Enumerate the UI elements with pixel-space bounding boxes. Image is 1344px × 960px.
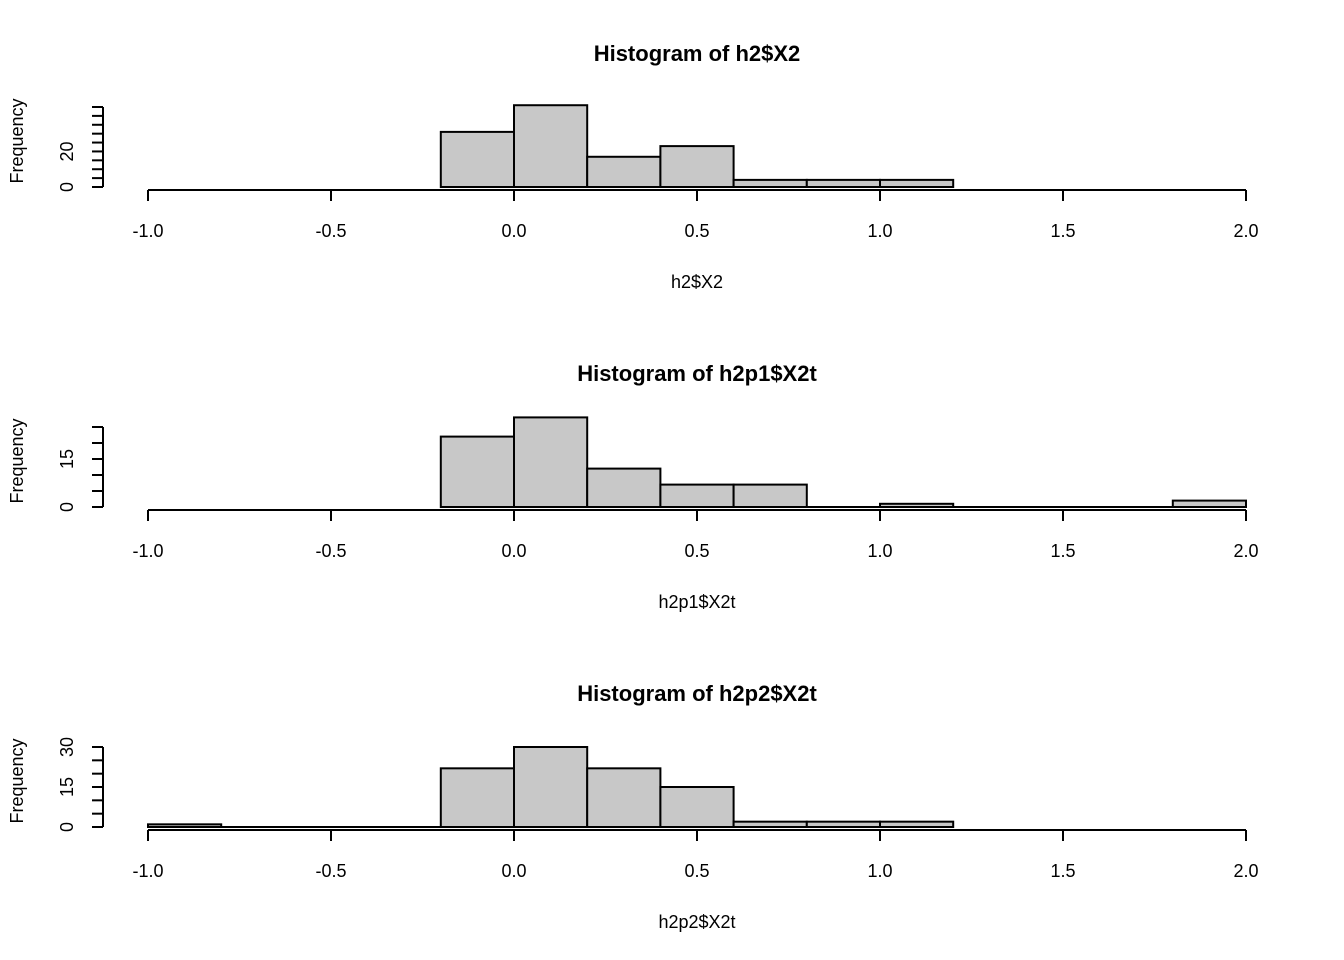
x-tick-label: 0.0 [501,541,526,561]
y-tick-label: 0 [57,502,77,512]
histogram-bar [732,483,808,509]
x-tick-label: 1.0 [867,541,892,561]
histogram-panel-3: Histogram of h2p2$X2t -1.0 -0.5 0.0 0.5 1.0 1.… [7,681,1259,932]
histogram-bar [659,483,735,509]
x-tick-label: -1.0 [132,861,163,881]
y-axis-label: Frequency [7,98,27,183]
x-tick-label: 0.0 [501,221,526,241]
x-tick-label: 1.0 [867,861,892,881]
y-axis-label: Frequency [7,738,27,823]
x-tick-label: -1.0 [132,541,163,561]
histogram-bar [586,155,662,188]
x-tick-label: -0.5 [315,541,346,561]
x-tick-label: -0.5 [315,861,346,881]
histogram-bar [732,178,808,188]
histogram-bar [513,416,589,508]
histogram-bar [439,435,515,509]
x-tick-label: -0.5 [315,221,346,241]
histogram-bar [513,746,589,828]
histogram-bar [1171,499,1248,509]
x-axis-label: h2$X2 [671,272,723,292]
histogram-bar [147,823,223,828]
y-axis-label: Frequency [7,418,27,503]
x-tick-label: -1.0 [132,221,163,241]
histogram-panel-2: Histogram of h2p1$X2t -1.0 -0.5 0.0 0.5 1.0 1.… [7,361,1259,612]
y-tick-label: 15 [57,449,77,469]
histogram-bar [879,820,955,829]
histogram-bar [659,786,735,828]
histogram-bar [439,767,515,828]
x-tick-label: 2.0 [1233,221,1258,241]
y-tick-label: 20 [57,141,77,161]
y-tick-label: 0 [57,822,77,832]
x-tick-label: 1.5 [1050,221,1075,241]
histogram-bar [513,104,589,188]
histogram-bar [879,502,955,508]
histogram-bar [586,767,662,828]
y-tick-label: 0 [57,182,77,192]
y-tick-label: 30 [57,737,77,757]
histogram-bar [659,145,735,189]
histogram-bar [805,820,881,829]
x-axis-label: h2p1$X2t [658,592,735,612]
y-tick-label: 15 [57,777,77,797]
histogram-bar [586,467,662,509]
histogram-bar [439,130,515,188]
histogram-bar [805,178,881,188]
x-tick-label: 0.5 [684,221,709,241]
chart-title: Histogram of h2$X2 [594,41,801,66]
x-tick-label: 2.0 [1233,541,1258,561]
x-tick-label: 1.0 [867,221,892,241]
histogram-panel-1: Histogram of h2$X2 -1.0 -0.5 0.0 0.5 1.0 1.5 2.… [7,41,1259,292]
histogram-bar [732,820,808,829]
x-tick-label: 0.5 [684,541,709,561]
x-tick-label: 2.0 [1233,861,1258,881]
x-tick-label: 1.5 [1050,541,1075,561]
x-axis-label: h2p2$X2t [658,912,735,932]
chart-title: Histogram of h2p1$X2t [577,361,817,386]
chart-title: Histogram of h2p2$X2t [577,681,817,706]
x-tick-label: 0.5 [684,861,709,881]
x-tick-label: 0.0 [501,861,526,881]
histogram-bar [879,178,955,188]
x-tick-label: 1.5 [1050,861,1075,881]
